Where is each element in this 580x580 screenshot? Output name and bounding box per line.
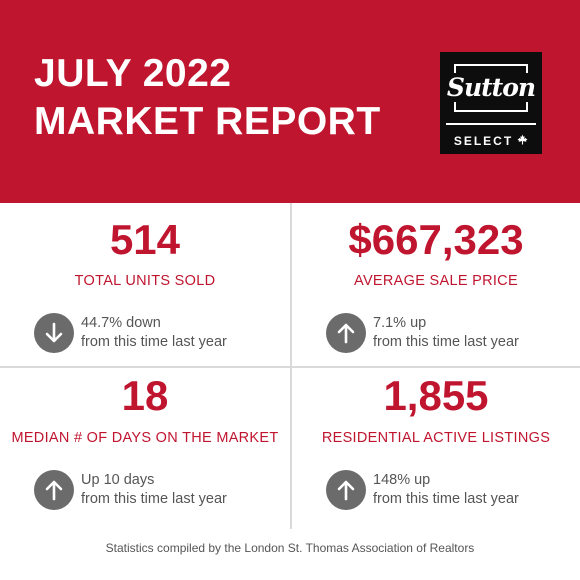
stat-residential-active-listings: 1,855 RESIDENTIAL ACTIVE LISTINGS 148% u… <box>292 368 580 530</box>
change-amount: 44.7% down <box>81 315 161 331</box>
title-line-1: JULY 2022 <box>34 52 232 95</box>
stat-change: 148% up from this time last year <box>326 470 519 510</box>
logo-subtitle: SELECT <box>453 134 514 148</box>
logo-divider <box>446 123 536 125</box>
logo-wordmark: Sutton <box>444 72 538 102</box>
stat-change: 44.7% down from this time last year <box>34 313 227 353</box>
page-title: JULY 2022 MARKET REPORT <box>34 50 381 146</box>
stat-value: 18 <box>121 372 169 419</box>
change-period: from this time last year <box>373 334 519 350</box>
change-amount: Up 10 days <box>81 472 155 488</box>
stat-change: 7.1% up from this time last year <box>326 313 519 353</box>
stat-label: MEDIAN # OF DAYS ON THE MARKET <box>11 430 279 446</box>
header-banner: JULY 2022 MARKET REPORT Sutton SELECT <box>0 0 580 203</box>
title-line-2: MARKET REPORT <box>34 100 381 143</box>
stat-label: AVERAGE SALE PRICE <box>354 273 518 289</box>
maple-leaf-icon <box>517 134 528 148</box>
stat-value: 514 <box>109 216 181 263</box>
stat-total-units-sold: 514 TOTAL UNITS SOLD 44.7% down from thi… <box>0 203 290 365</box>
change-amount: 7.1% up <box>373 315 427 331</box>
change-period: from this time last year <box>373 491 519 507</box>
stat-average-sale-price: $667,323 AVERAGE SALE PRICE 7.1% up from… <box>292 203 580 365</box>
change-amount: 148% up <box>373 472 431 488</box>
stat-change: Up 10 days from this time last year <box>34 470 227 510</box>
source-footnote: Statistics compiled by the London St. Th… <box>105 541 475 555</box>
stat-value: $667,323 <box>348 216 524 263</box>
stat-label: TOTAL UNITS SOLD <box>74 273 216 289</box>
arrow-up-icon <box>326 313 366 353</box>
change-period: from this time last year <box>81 491 227 507</box>
arrow-up-icon <box>326 470 366 510</box>
stat-median-days-on-market: 18 MEDIAN # OF DAYS ON THE MARKET Up 10 … <box>0 368 290 530</box>
stat-value: 1,855 <box>383 372 489 419</box>
arrow-down-icon <box>34 313 74 353</box>
arrow-up-icon <box>34 470 74 510</box>
stat-label: RESIDENTIAL ACTIVE LISTINGS <box>321 430 551 446</box>
horizontal-divider <box>0 366 580 368</box>
sutton-select-logo: Sutton SELECT <box>440 52 542 154</box>
change-period: from this time last year <box>81 334 227 350</box>
